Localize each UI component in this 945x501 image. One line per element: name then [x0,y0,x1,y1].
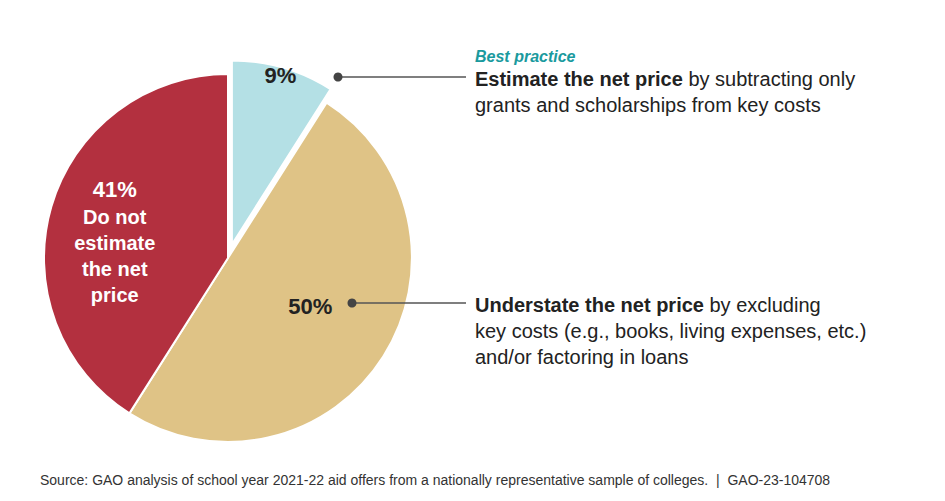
svg-text:50%: 50% [288,294,332,319]
svg-text:grants and scholarships from k: grants and scholarships from key costs [475,94,821,116]
svg-text:Estimate the net price: Estimate the net price [475,68,683,90]
svg-text:41%: 41% [93,177,137,202]
svg-text:by subtracting only: by subtracting only [688,68,855,90]
svg-text:Do not: Do not [83,206,147,228]
svg-text:the net: the net [82,258,148,280]
svg-text:9%: 9% [265,63,297,88]
svg-text:Understate the net price: Understate the net price [475,294,704,316]
svg-text:and/or factoring in loans: and/or factoring in loans [475,346,688,368]
svg-text:price: price [91,284,139,306]
svg-text:Best practice: Best practice [475,48,576,65]
svg-text:Source: GAO analysis of school: Source: GAO analysis of school year 2021… [40,472,830,488]
svg-text:key costs (e.g., books, living: key costs (e.g., books, living expenses,… [475,320,866,342]
svg-text:estimate: estimate [74,232,155,254]
svg-text:by excluding: by excluding [710,294,821,316]
